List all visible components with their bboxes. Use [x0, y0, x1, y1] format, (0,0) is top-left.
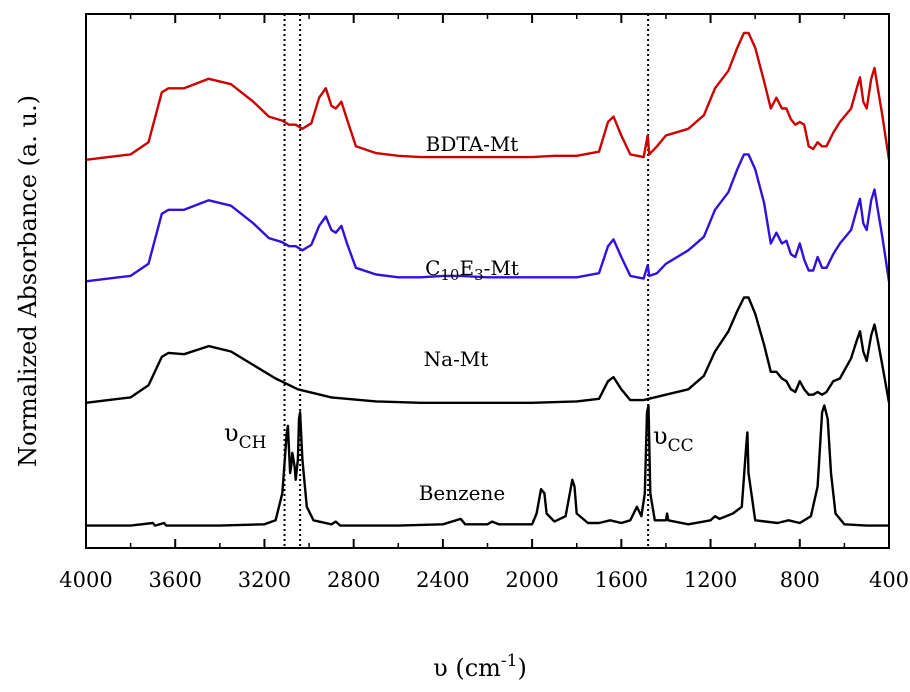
x-tick-label-400: 400: [869, 568, 909, 592]
x-tick-label-3600: 3600: [148, 568, 201, 592]
x-tick-label-1600: 1600: [595, 568, 648, 592]
x-tick-label-3200: 3200: [238, 568, 291, 592]
annotation-nu-cc: υCC: [653, 422, 694, 456]
series-label-na-mt: Na-Mt: [424, 347, 489, 371]
x-axis-ticks: 4000 3600 3200 2800 2400 2000 1600 1200 800 400: [59, 14, 909, 592]
reference-lines: [283, 14, 650, 548]
series-labels: BDTA-Mt C10E3-Mt Na-Mt Benzene: [419, 132, 519, 505]
plot-frame: [85, 13, 890, 549]
y-axis-title: Normalized Absorbance (a. u.): [14, 95, 42, 467]
peak-annotations: υCH υCC: [224, 419, 694, 456]
x-axis-title: υ (cm-1): [433, 651, 527, 682]
series-line-bdta-mt: [85, 31, 891, 161]
annotation-nu-ch: υCH: [224, 419, 266, 453]
series-line-c10e3-mt: [85, 153, 891, 283]
x-tick-label-2800: 2800: [327, 568, 380, 592]
x-tick-label-800: 800: [780, 568, 820, 592]
x-tick-label-2400: 2400: [416, 568, 469, 592]
x-tick-label-4000: 4000: [59, 568, 112, 592]
series-line-benzene: [86, 404, 889, 527]
series-label-benzene: Benzene: [419, 481, 506, 505]
series-lines: [85, 31, 891, 527]
x-tick-label-2000: 2000: [505, 568, 558, 592]
x-tick-label-1200: 1200: [684, 568, 737, 592]
series-label-c10e3-mt: C10E3-Mt: [425, 256, 519, 284]
series-line-na-mt: [85, 296, 891, 404]
series-label-bdta-mt: BDTA-Mt: [426, 132, 519, 156]
